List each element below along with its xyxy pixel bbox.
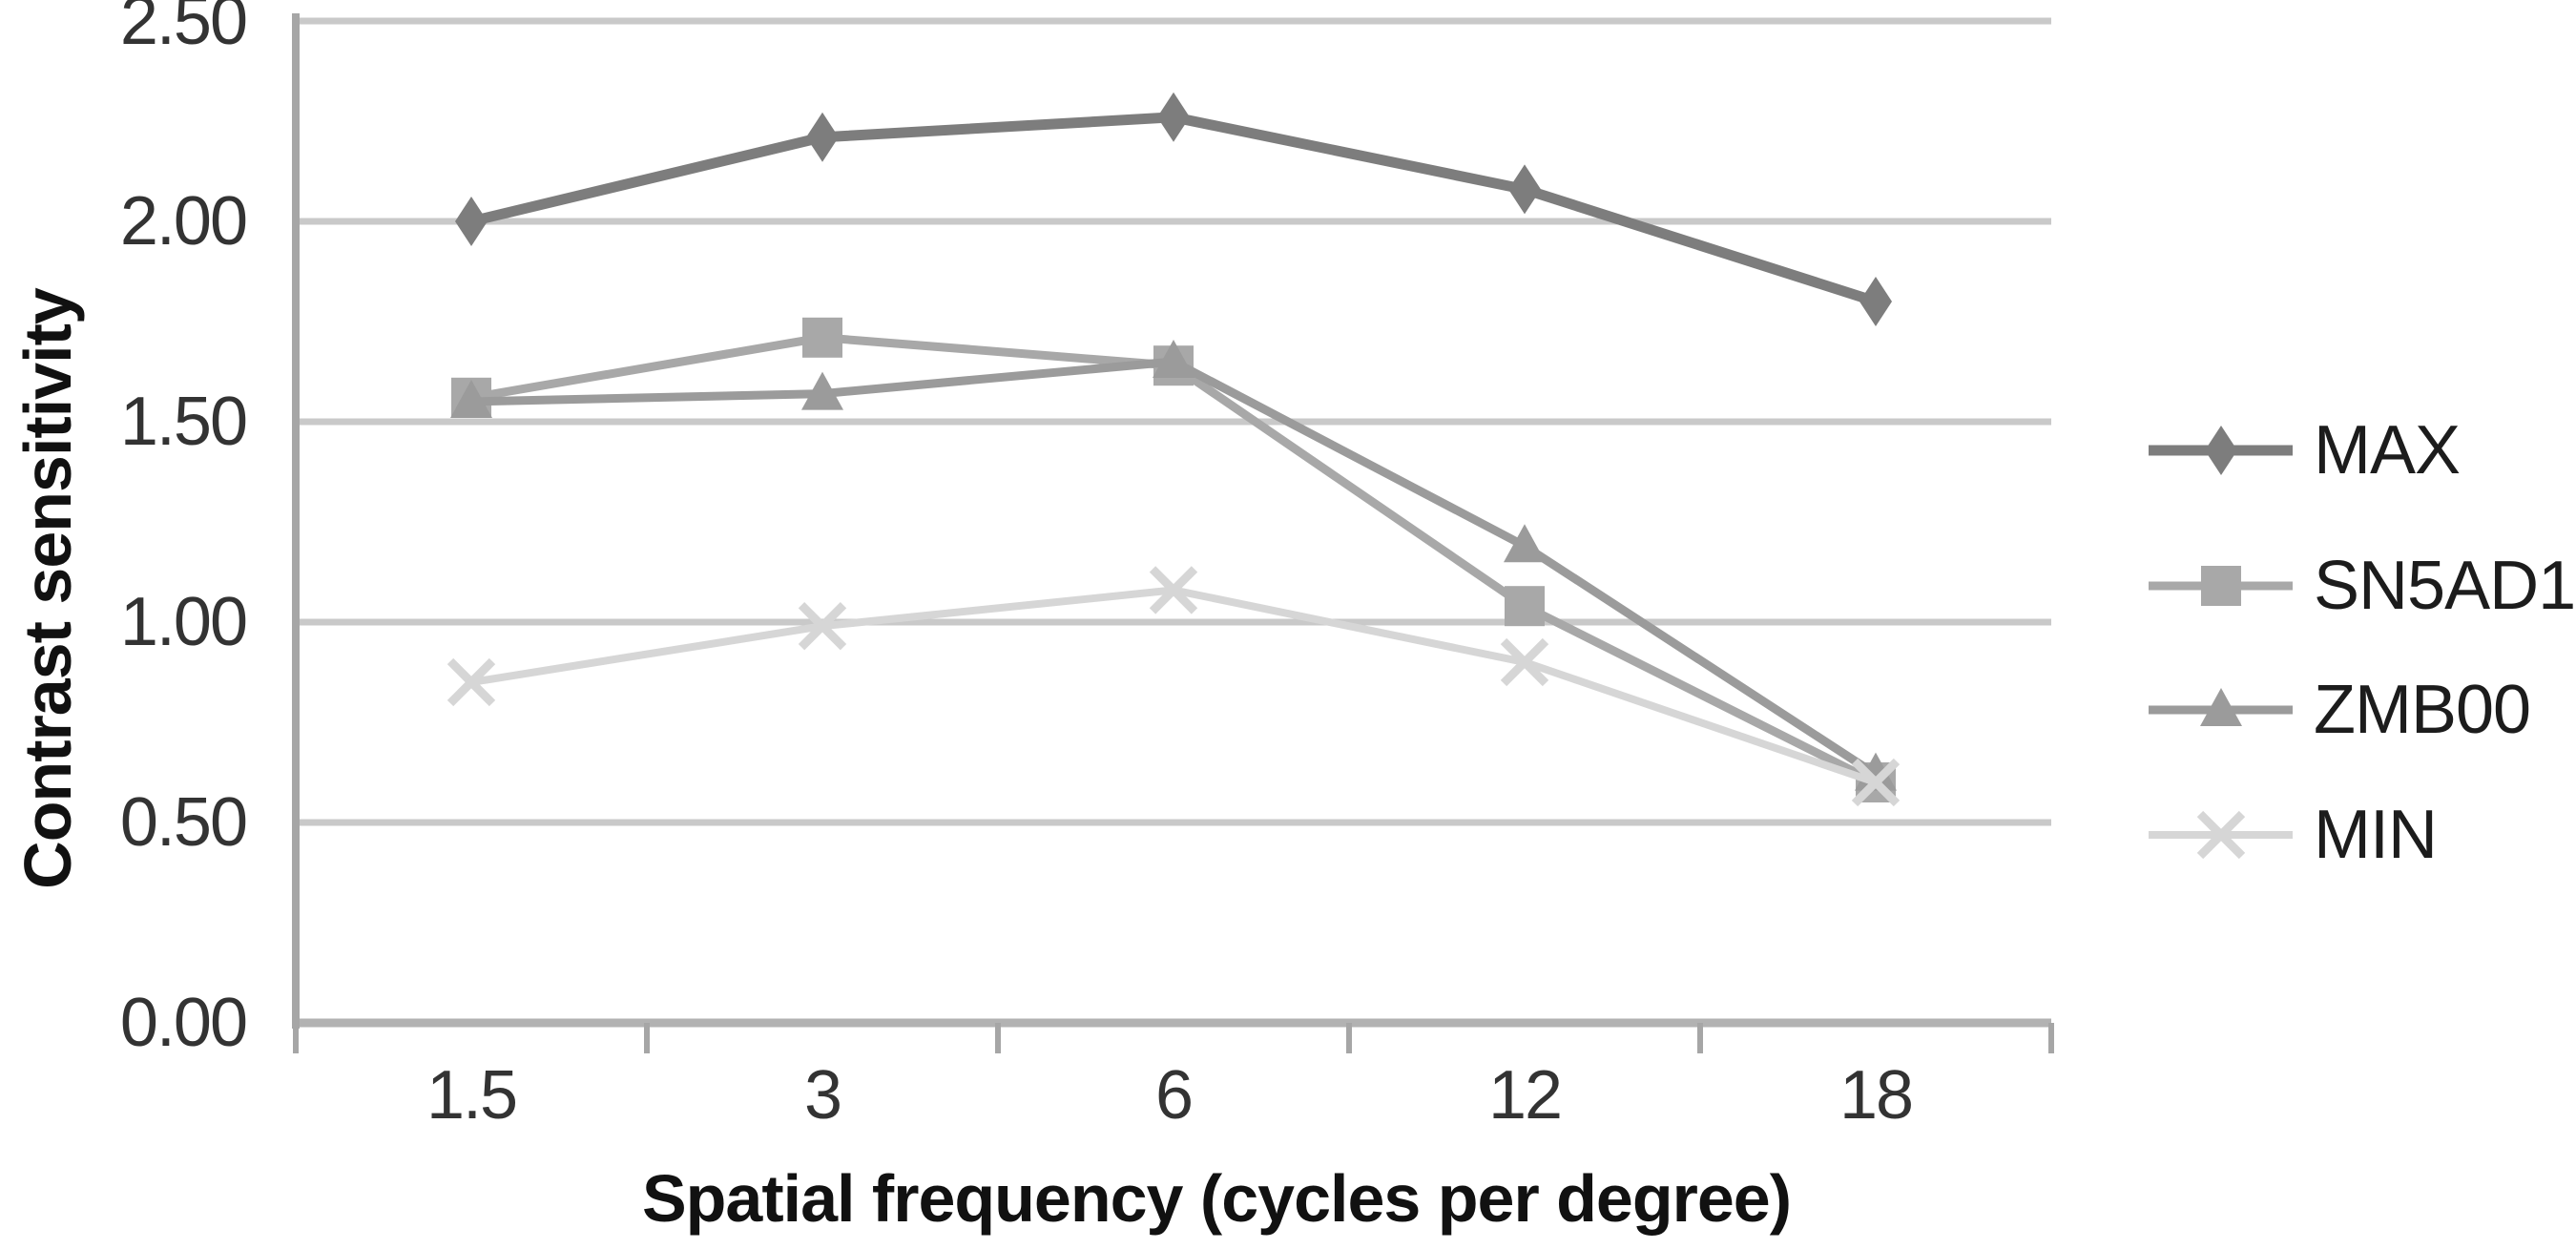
series-MIN-marker bbox=[798, 602, 847, 651]
y-tick-label: 1.50 bbox=[119, 384, 248, 460]
series-MAX-marker bbox=[455, 197, 488, 246]
legend-label-min: MIN bbox=[2314, 797, 2438, 873]
x-tick-label: 18 bbox=[1839, 1057, 1914, 1134]
series-legend-MIN-marker bbox=[2196, 810, 2246, 860]
y-tick-label: 0.00 bbox=[119, 985, 248, 1061]
series-ZMB00-marker bbox=[1504, 524, 1546, 563]
legend-label-max: MAX bbox=[2314, 412, 2461, 489]
x-axis-title: Spatial frequency (cycles per degree) bbox=[641, 1161, 1792, 1236]
series-MAX-marker bbox=[1859, 277, 1892, 326]
y-axis-title: Contrast sensitivity bbox=[10, 288, 85, 889]
series-MIN-marker bbox=[1851, 758, 1901, 807]
series-ZMB00-marker bbox=[450, 380, 492, 418]
series-MAX-marker bbox=[1157, 92, 1190, 142]
x-tick-label: 3 bbox=[803, 1057, 842, 1134]
series-MAX-marker bbox=[1508, 164, 1541, 215]
legend-label-sn5ad1: SN5AD1 bbox=[2314, 548, 2576, 624]
series-legend-SN5AD1-marker bbox=[2201, 566, 2241, 606]
series-MIN-marker bbox=[447, 657, 496, 707]
series-MAX-line bbox=[469, 112, 1878, 307]
legend-label-zmb00: ZMB00 bbox=[2314, 672, 2531, 748]
y-tick-label: 0.50 bbox=[119, 784, 248, 861]
series-SN5AD1-marker bbox=[802, 317, 842, 358]
y-tick-label: 2.00 bbox=[119, 183, 248, 260]
series-MIN-marker bbox=[1500, 637, 1549, 687]
series-SN5AD1-marker bbox=[1505, 586, 1545, 627]
series-ZMB00-marker bbox=[1153, 340, 1195, 378]
series-SN5AD1-line bbox=[470, 333, 1879, 787]
x-tick-label: 12 bbox=[1487, 1057, 1563, 1134]
x-tick-label: 6 bbox=[1154, 1057, 1194, 1134]
series-MAX-marker bbox=[806, 112, 839, 162]
series-ZMB00-marker bbox=[801, 371, 843, 410]
series-MIN-marker bbox=[1149, 566, 1198, 614]
y-tick-label: 1.00 bbox=[119, 584, 248, 660]
y-tick-label: 2.50 bbox=[119, 0, 248, 59]
series-legend-MAX-marker bbox=[2205, 426, 2237, 475]
series-legend-ZMB00-marker bbox=[2200, 688, 2242, 726]
x-tick-label: 1.5 bbox=[426, 1057, 518, 1134]
